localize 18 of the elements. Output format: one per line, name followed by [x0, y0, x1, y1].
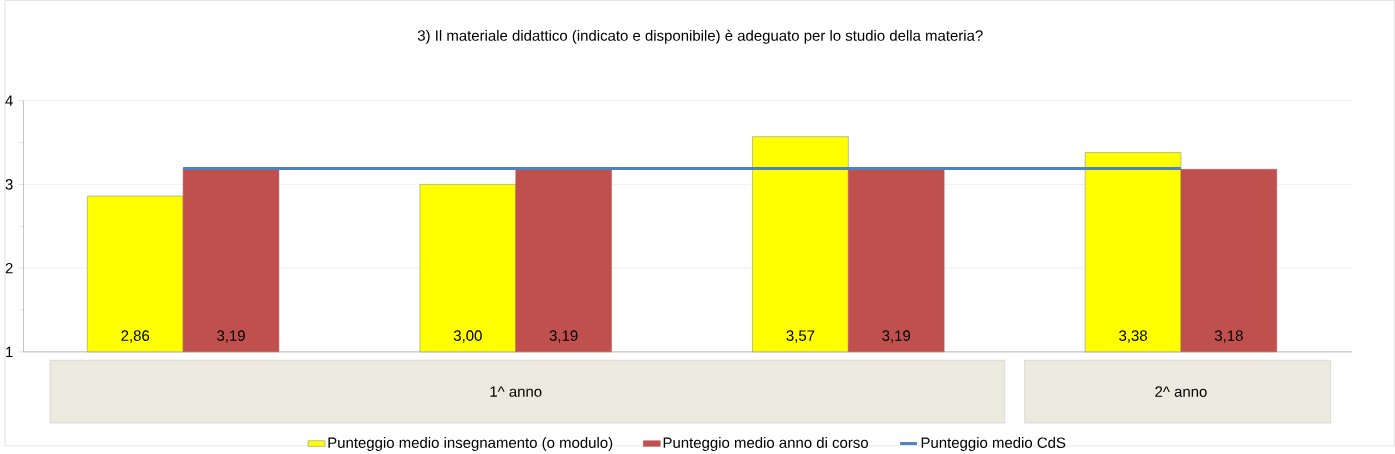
data-label: 3,57	[786, 330, 815, 343]
data-label: 3,00	[453, 330, 482, 343]
data-label: 3,19	[882, 330, 911, 343]
legend-label: Punteggio medio CdS	[921, 436, 1066, 451]
data-label: 3,19	[217, 330, 245, 343]
legend-label: Punteggio medio insegnamento (o modulo)	[328, 436, 613, 451]
data-label: 3,38	[1119, 330, 1147, 343]
text: 1^ anno	[490, 386, 542, 397]
data-label: 2,86	[121, 330, 150, 343]
legend-label: Punteggio medio anno di corso	[663, 436, 868, 451]
y-tick-label: 3	[5, 179, 13, 190]
text: 2^ anno	[1155, 386, 1207, 397]
y-tick-label: 1	[6, 346, 13, 357]
y-tick-label: 4	[5, 95, 13, 106]
data-label: 3,19	[549, 330, 578, 343]
chart-title: 3) Il materiale didattico (indicato e disponibile) è adeguato per lo studio della materia?	[417, 29, 983, 44]
y-tick-label: 2	[5, 262, 13, 274]
data-label: 3,18	[1214, 330, 1243, 343]
